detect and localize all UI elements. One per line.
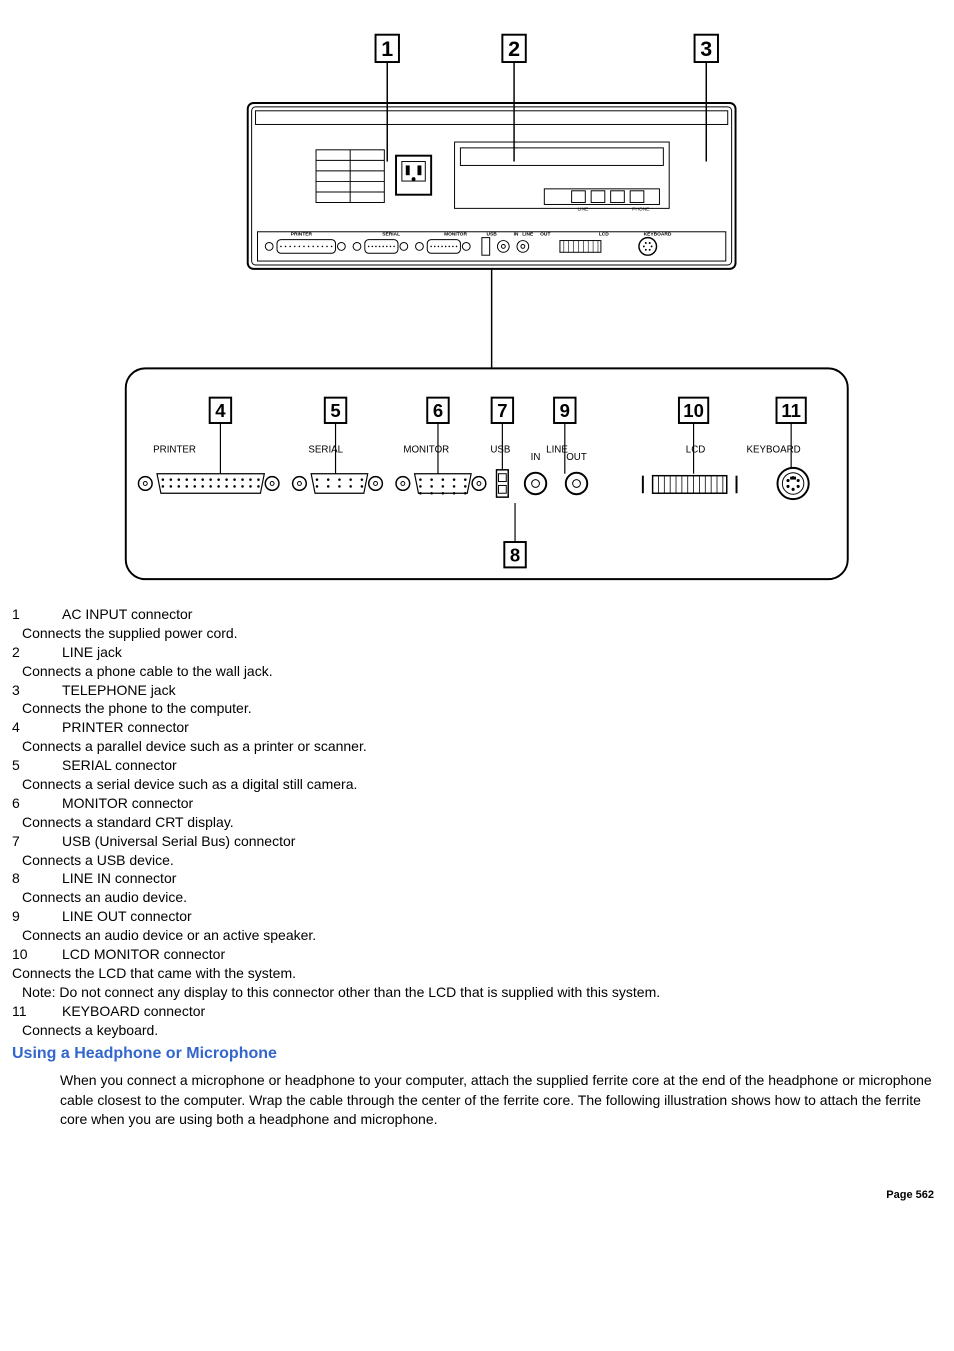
connector-item: 1AC INPUT connector	[12, 605, 942, 624]
connector-title: LINE jack	[62, 644, 122, 660]
svg-text:MONITOR: MONITOR	[444, 232, 467, 238]
svg-text:OUT: OUT	[566, 452, 587, 463]
connector-number: 9	[12, 907, 62, 926]
connector-desc: Connects a keyboard.	[12, 1021, 942, 1040]
svg-text:USB: USB	[487, 232, 498, 238]
page-footer: Page 562	[12, 1189, 942, 1201]
connector-item: 7USB (Universal Serial Bus) connector	[12, 832, 942, 851]
connector-title: LINE OUT connector	[62, 908, 192, 924]
svg-text:LINE: LINE	[546, 444, 568, 455]
connector-number: 2	[12, 643, 62, 662]
svg-text:MONITOR: MONITOR	[403, 444, 449, 455]
svg-text:4: 4	[215, 400, 226, 421]
connector-number: 1	[12, 605, 62, 624]
svg-text:PHONE: PHONE	[632, 206, 650, 212]
svg-text:1: 1	[381, 37, 393, 61]
connector-desc: Connects an audio device.	[12, 888, 942, 907]
connector-title: LINE IN connector	[62, 870, 176, 886]
svg-text:KEYBOARD: KEYBOARD	[746, 444, 800, 455]
svg-text:USB: USB	[490, 444, 510, 455]
connector-item: 4PRINTER connector	[12, 718, 942, 737]
svg-text:5: 5	[330, 400, 340, 421]
connector-desc: Connects a phone cable to the wall jack.	[12, 662, 942, 681]
connector-desc: Connects a USB device.	[12, 851, 942, 870]
svg-text:LINE: LINE	[577, 206, 589, 212]
connector-item: 6MONITOR connector	[12, 794, 942, 813]
connector-item: 5SERIAL connector	[12, 756, 942, 775]
svg-text:SERIAL: SERIAL	[382, 232, 400, 238]
connector-title: SERIAL connector	[62, 757, 177, 773]
connector-desc: Connects a standard CRT display.	[12, 813, 942, 832]
connector-desc: Connects a serial device such as a digit…	[12, 775, 942, 794]
svg-text:PRINTER: PRINTER	[153, 444, 196, 455]
connector-desc: Connects the supplied power cord.	[12, 624, 942, 643]
connector-number: 3	[12, 681, 62, 700]
connector-item: 11KEYBOARD connector	[12, 1002, 942, 1021]
connector-desc: Connects the phone to the computer.	[12, 699, 942, 718]
section-heading: Using a Headphone or Microphone	[12, 1045, 942, 1063]
svg-text:KEYBOARD: KEYBOARD	[644, 232, 672, 238]
connector-title: LCD MONITOR connector	[62, 946, 225, 962]
svg-text:7: 7	[497, 400, 507, 421]
connector-number: 6	[12, 794, 62, 813]
svg-text:LCD: LCD	[599, 232, 609, 238]
connector-item: 2LINE jack	[12, 643, 942, 662]
connector-number: 8	[12, 869, 62, 888]
svg-text:6: 6	[433, 400, 443, 421]
connector-title: MONITOR connector	[62, 795, 193, 811]
connector-title: TELEPHONE jack	[62, 682, 176, 698]
svg-text:3: 3	[700, 37, 712, 61]
svg-text:2: 2	[508, 37, 520, 61]
connector-descriptions: 1AC INPUT connectorConnects the supplied…	[12, 605, 942, 1039]
connector-number: 10	[12, 945, 62, 964]
connector-item: 3TELEPHONE jack	[12, 681, 942, 700]
svg-text:PRINTER: PRINTER	[291, 232, 313, 238]
svg-text:LCD: LCD	[686, 444, 706, 455]
connector-item: 9LINE OUT connector	[12, 907, 942, 926]
svg-text:11: 11	[781, 400, 801, 421]
svg-text:IN: IN	[514, 232, 519, 238]
connector-desc: Connects the LCD that came with the syst…	[12, 964, 942, 983]
connector-number: 5	[12, 756, 62, 775]
svg-text:9: 9	[560, 400, 570, 421]
svg-text:LINE: LINE	[522, 232, 534, 238]
connector-desc: Connects an audio device or an active sp…	[12, 926, 942, 945]
connector-desc: Connects a parallel device such as a pri…	[12, 737, 942, 756]
connector-title: USB (Universal Serial Bus) connector	[62, 833, 295, 849]
connector-item: 8LINE IN connector	[12, 869, 942, 888]
connector-title: PRINTER connector	[62, 719, 189, 735]
connector-number: 7	[12, 832, 62, 851]
section-body: When you connect a microphone or headpho…	[12, 1071, 942, 1129]
connector-title: KEYBOARD connector	[62, 1003, 205, 1019]
svg-text:IN: IN	[531, 452, 541, 463]
connector-title: AC INPUT connector	[62, 606, 192, 622]
svg-text:10: 10	[683, 400, 704, 421]
connector-number: 4	[12, 718, 62, 737]
rear-panel-diagram: LINEPHONEPRINTERSERIALMONITORUSBLINEINOU…	[12, 8, 942, 601]
svg-text:SERIAL: SERIAL	[308, 444, 343, 455]
svg-text:OUT: OUT	[540, 232, 550, 238]
connector-item: 10LCD MONITOR connector	[12, 945, 942, 964]
svg-text:8: 8	[510, 545, 520, 566]
connector-number: 11	[12, 1002, 62, 1021]
connector-note: Note: Do not connect any display to this…	[12, 983, 942, 1002]
